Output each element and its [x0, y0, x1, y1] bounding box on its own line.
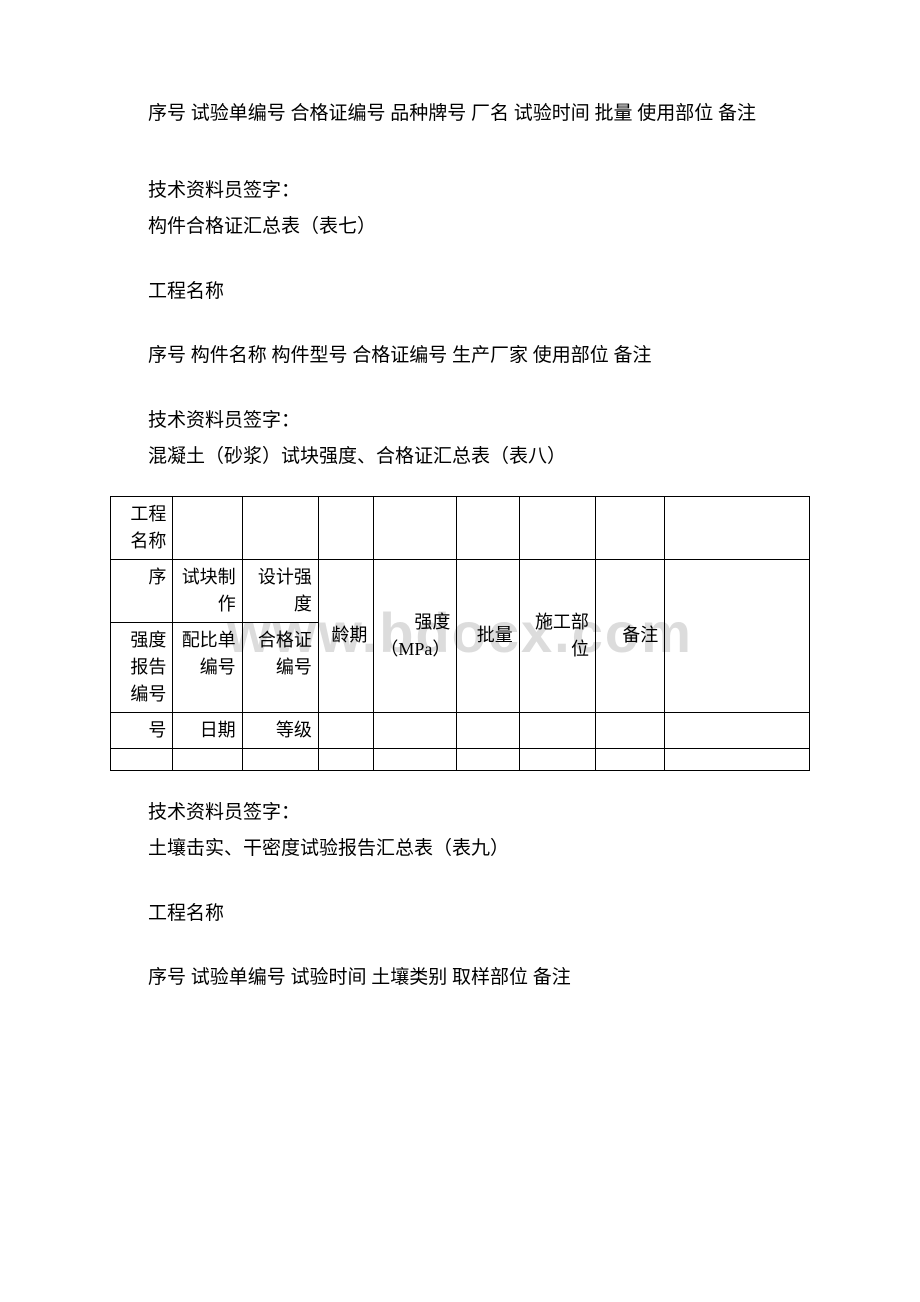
cell: [318, 748, 374, 770]
cell: 试块制作: [173, 559, 242, 622]
cell: 合格证编号: [242, 622, 318, 712]
table-8: 工程名称 序 试块制作 设计强度 龄期 强度（MPa） 批量 施工部位 备注 强…: [110, 496, 810, 771]
line-6-signature: 技术资料员签字：: [110, 407, 810, 436]
cell: [173, 496, 242, 559]
line-4-project-name: 工程名称: [110, 278, 810, 307]
spacer: [110, 314, 810, 342]
cell: 工程名称: [111, 496, 173, 559]
cell: [665, 496, 810, 559]
document-body: 序号 试验单编号 合格证编号 品种牌号 厂名 试验时间 批量 使用部位 备注 技…: [0, 0, 920, 993]
line-9-table9-title: 土壤击实、干密度试验报告汇总表（表九）: [110, 835, 810, 864]
cell: 龄期: [318, 559, 374, 712]
cell: 号: [111, 712, 173, 748]
cell: [457, 748, 519, 770]
table-row: 工程名称: [111, 496, 810, 559]
cell: 批量: [457, 559, 519, 712]
cell: [318, 712, 374, 748]
cell: [519, 712, 595, 748]
cell: 备注: [595, 559, 664, 712]
cell: [374, 748, 457, 770]
line-8-signature: 技术资料员签字：: [110, 799, 810, 828]
table-row: 序 试块制作 设计强度 龄期 强度（MPa） 批量 施工部位 备注: [111, 559, 810, 622]
line-3-table7-title: 构件合格证汇总表（表七）: [110, 213, 810, 242]
spacer: [110, 137, 810, 177]
cell: [595, 748, 664, 770]
cell: [242, 496, 318, 559]
cell: 强度（MPa）: [374, 559, 457, 712]
cell: [111, 748, 173, 770]
spacer: [110, 250, 810, 278]
line-7-table8-title: 混凝土（砂浆）试块强度、合格证汇总表（表八）: [110, 443, 810, 472]
cell: [457, 712, 519, 748]
cell: [665, 748, 810, 770]
line-2-signature: 技术资料员签字：: [110, 177, 810, 206]
spacer: [110, 379, 810, 407]
cell: [457, 496, 519, 559]
table-row: 号 日期 等级: [111, 712, 810, 748]
cell: [665, 712, 810, 748]
spacer: [110, 936, 810, 964]
cell: 配比单编号: [173, 622, 242, 712]
cell: [374, 712, 457, 748]
cell: 设计强度: [242, 559, 318, 622]
cell: 等级: [242, 712, 318, 748]
cell: 强度报告编号: [111, 622, 173, 712]
line-11-table9-headers: 序号 试验单编号 试验时间 土壤类别 取样部位 备注: [110, 964, 810, 993]
cell: [595, 496, 664, 559]
table-row: [111, 748, 810, 770]
cell: [318, 496, 374, 559]
line-1: 序号 试验单编号 合格证编号 品种牌号 厂名 试验时间 批量 使用部位 备注: [110, 100, 810, 129]
cell: [665, 559, 810, 712]
cell: [595, 712, 664, 748]
cell: 施工部位: [519, 559, 595, 712]
line-10-project-name: 工程名称: [110, 900, 810, 929]
line-5-table7-headers: 序号 构件名称 构件型号 合格证编号 生产厂家 使用部位 备注: [110, 342, 810, 371]
cell: [519, 748, 595, 770]
cell: 日期: [173, 712, 242, 748]
spacer: [110, 872, 810, 900]
cell: [173, 748, 242, 770]
cell: [519, 496, 595, 559]
cell: [242, 748, 318, 770]
cell: [374, 496, 457, 559]
cell: 序: [111, 559, 173, 622]
